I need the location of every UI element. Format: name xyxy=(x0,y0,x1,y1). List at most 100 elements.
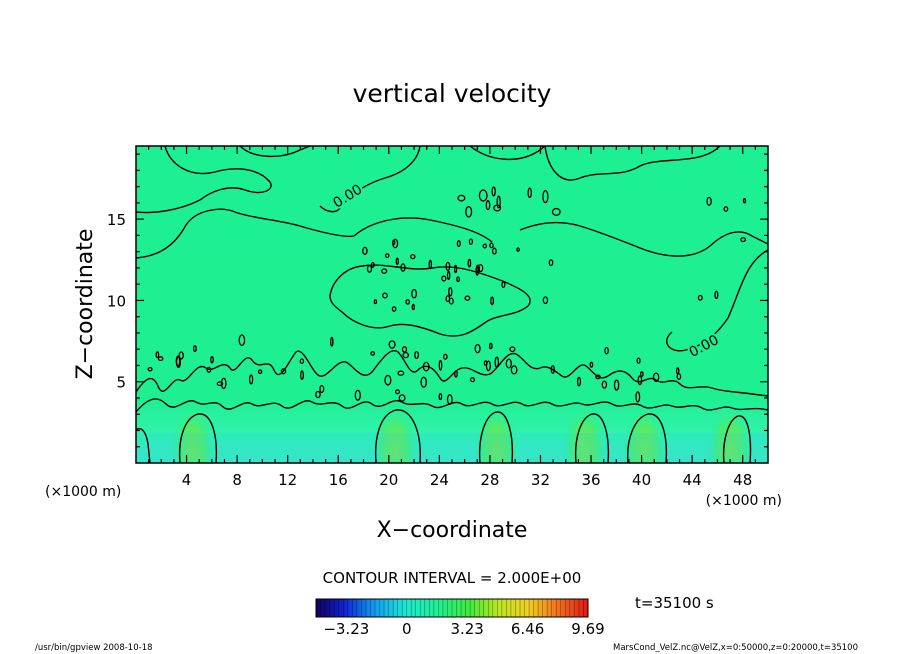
contour-cell xyxy=(394,389,401,395)
x-tick-label: 40 xyxy=(632,471,651,489)
x-tick-label: 12 xyxy=(278,471,297,489)
contour-cells xyxy=(147,186,747,405)
contour-cell xyxy=(257,369,263,375)
contour-cell xyxy=(398,394,406,402)
contour-cell xyxy=(613,379,620,391)
x-axis-label: X−coordinate xyxy=(377,518,528,543)
contour-cell xyxy=(370,351,376,356)
contour-cell xyxy=(391,306,397,312)
contour-cell xyxy=(446,270,451,281)
contour-cell xyxy=(315,390,321,399)
contour-cell xyxy=(411,303,415,311)
contour-cell xyxy=(178,351,184,360)
lower-band-shading xyxy=(136,433,768,463)
contour-cell xyxy=(410,253,416,260)
contour-cell xyxy=(405,299,411,305)
contour-cell xyxy=(175,355,181,367)
contour-cell xyxy=(456,240,461,248)
x-tick-label: 44 xyxy=(683,471,702,489)
x-tick-label: 4 xyxy=(182,471,192,489)
contour-cell xyxy=(299,358,305,365)
footer-right: MarsCond_VelZ.nc@VelZ,x=0:50000,z=0:2000… xyxy=(613,643,858,653)
contour-cell xyxy=(381,268,388,274)
contour-cell xyxy=(576,376,582,387)
contour-cell xyxy=(420,376,427,388)
contour-cell xyxy=(706,196,712,206)
contour-cell xyxy=(442,353,448,360)
updraft-shading xyxy=(708,399,753,463)
colorbar-tick-label: 3.23 xyxy=(450,620,483,638)
contour-cell xyxy=(464,295,471,301)
contour-cell xyxy=(475,265,479,276)
contour-cell xyxy=(300,370,304,380)
x-tick-label: 20 xyxy=(379,471,398,489)
y-tick-label: 10 xyxy=(107,292,126,310)
x-tick-label: 36 xyxy=(581,471,600,489)
contour-cell xyxy=(501,281,506,288)
contour-cell xyxy=(192,345,197,353)
contour-cell xyxy=(482,243,488,249)
time-label: t=35100 s xyxy=(635,594,714,612)
contour-cell xyxy=(411,288,418,299)
contour-cell xyxy=(441,275,447,282)
contour-cell xyxy=(485,200,491,211)
contour-cell xyxy=(637,375,643,386)
contour-cell xyxy=(604,346,609,355)
colorbar-level-lines xyxy=(320,599,584,617)
contour-cell xyxy=(697,294,703,301)
contour-cell xyxy=(402,351,409,359)
contour-cell xyxy=(496,195,501,209)
x-tick-label: 32 xyxy=(531,471,550,489)
chart-title: vertical velocity xyxy=(353,79,552,108)
contour-cell xyxy=(493,204,502,212)
contour-cell xyxy=(362,246,368,255)
contour-cell xyxy=(652,372,660,382)
contour-cell xyxy=(465,206,473,218)
contour-cell xyxy=(248,374,254,385)
contour-cell xyxy=(551,207,561,216)
updraft-shading xyxy=(474,399,519,463)
contour-cell xyxy=(155,351,160,359)
contour-cell xyxy=(391,240,396,245)
contour-cell xyxy=(382,292,388,299)
contour-cell xyxy=(220,377,227,390)
contour-cell xyxy=(395,257,399,266)
contour-cell xyxy=(742,198,747,204)
y-axis-label: Z−coordinate xyxy=(73,229,98,380)
contour-cell xyxy=(384,253,390,259)
contour-cell xyxy=(509,346,516,353)
x-tick-label: 16 xyxy=(329,471,348,489)
contour-cell xyxy=(542,189,549,204)
colorbar-tick-label: −3.23 xyxy=(323,620,369,638)
contour-cell xyxy=(147,366,153,372)
contour-cell xyxy=(448,286,453,297)
contour-cell xyxy=(414,350,420,360)
contour-cell xyxy=(157,356,164,362)
contour-cell xyxy=(723,206,729,212)
contour-cell xyxy=(354,389,361,401)
contour-cell xyxy=(384,374,392,386)
contour-cell xyxy=(330,336,334,347)
x-unit-right: (×1000 m) xyxy=(706,493,782,509)
contour-cell xyxy=(210,355,214,364)
contour-cell xyxy=(454,370,458,378)
colorbar-tick-labels: −3.23 0 3.23 6.46 9.69 xyxy=(323,620,604,638)
contour-cell xyxy=(280,368,287,375)
x-tick-label: 8 xyxy=(232,471,242,489)
contour-cell xyxy=(468,238,474,245)
axis-ticks xyxy=(136,146,768,463)
contour-cell xyxy=(366,264,373,273)
contour-cell xyxy=(636,357,641,364)
contour-cell xyxy=(456,276,460,283)
contour-cell xyxy=(516,247,520,252)
contour-cell xyxy=(676,373,682,381)
contour-cell xyxy=(397,370,405,376)
contour-cell xyxy=(491,247,497,255)
contour-cell xyxy=(373,299,378,305)
updraft-shading xyxy=(373,399,418,463)
contour-cell xyxy=(388,340,396,349)
x-tick-label: 24 xyxy=(430,471,449,489)
contour-cell xyxy=(589,361,594,368)
